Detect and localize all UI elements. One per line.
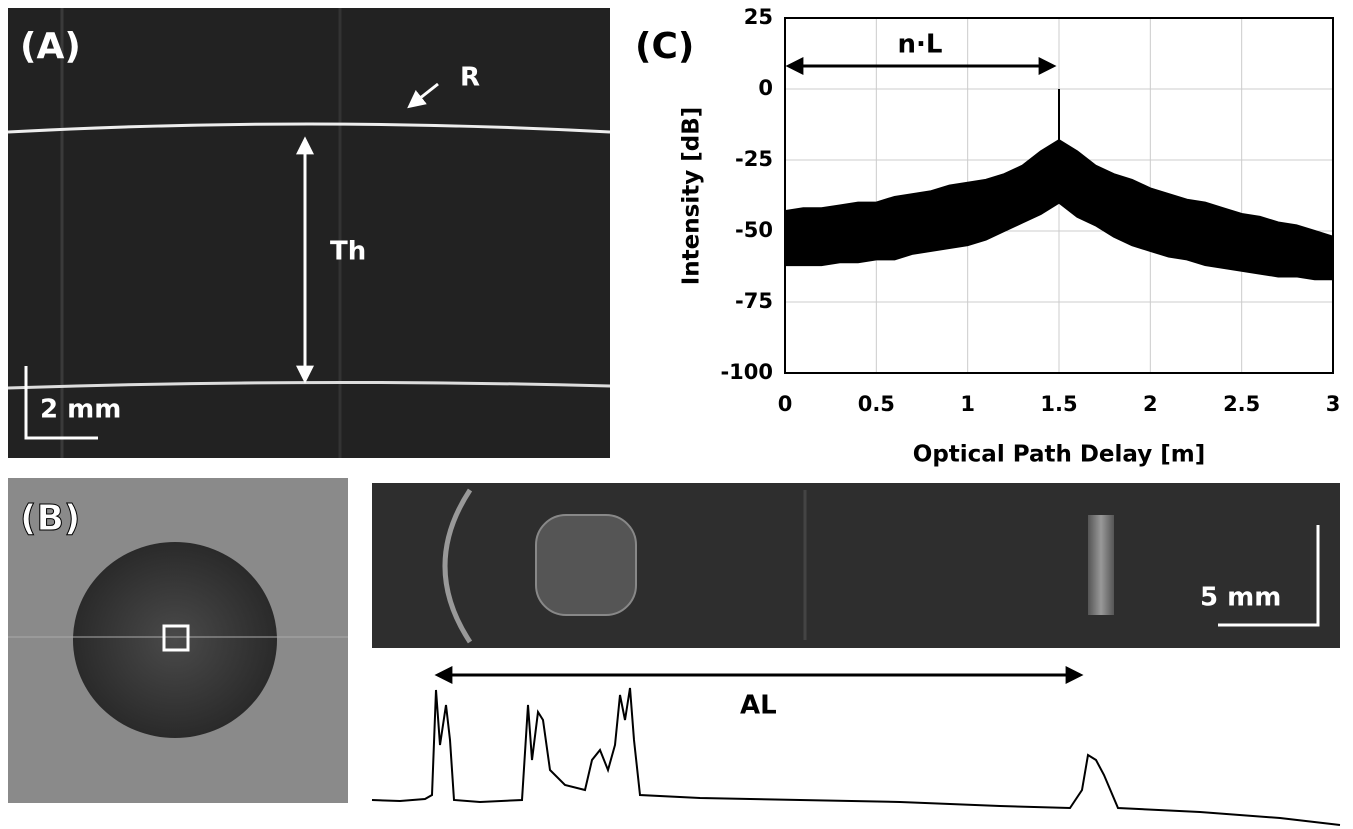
annotation: n·L bbox=[898, 30, 943, 60]
x-tick-label: 2.5 bbox=[1223, 392, 1260, 416]
panel-label: (C) bbox=[635, 26, 694, 67]
y-tick-label: -50 bbox=[735, 218, 773, 242]
x-tick-label: 1 bbox=[960, 392, 975, 416]
x-tick-label: 0.5 bbox=[858, 392, 895, 416]
marker-arrow bbox=[407, 82, 439, 109]
length-label: AL bbox=[740, 691, 777, 721]
panel-label: (B) bbox=[20, 498, 80, 539]
scale-bar bbox=[1218, 525, 1320, 627]
y-tick-label: 25 bbox=[744, 5, 773, 29]
x-tick-label: 3 bbox=[1326, 392, 1341, 416]
x-axis-label: Optical Path Delay [m] bbox=[913, 442, 1205, 468]
a-scan-trace bbox=[371, 687, 1341, 826]
y-tick-label: -100 bbox=[720, 360, 773, 384]
oct-image bbox=[372, 483, 1340, 648]
y-axis-label: Intensity [dB] bbox=[679, 107, 705, 286]
panel-a: (A) R Th 2 mm bbox=[7, 8, 611, 458]
marker-label: R bbox=[460, 63, 480, 93]
plot-frame bbox=[784, 17, 1334, 374]
scale-label: 2 mm bbox=[40, 395, 121, 425]
target-box bbox=[162, 624, 190, 652]
panel-label: (A) bbox=[20, 26, 81, 67]
y-tick-label: -75 bbox=[735, 289, 773, 313]
x-tick-label: 2 bbox=[1143, 392, 1158, 416]
scale-label: 5 mm bbox=[1200, 583, 1281, 613]
pupil bbox=[73, 542, 277, 738]
x-tick-label: 0 bbox=[778, 392, 793, 416]
scale-bar bbox=[24, 366, 98, 440]
oct-image bbox=[8, 8, 610, 458]
y-tick-label: -25 bbox=[735, 147, 773, 171]
top-surface bbox=[7, 122, 611, 134]
thickness-label: Th bbox=[330, 237, 366, 267]
panel-c: (C) n·L Optical Path Delay [m] Intensity… bbox=[635, 5, 1340, 468]
y-tick-label: 0 bbox=[758, 76, 773, 100]
panel-b: (B) 5 mm AL bbox=[8, 478, 1341, 826]
x-tick-label: 1.5 bbox=[1040, 392, 1077, 416]
